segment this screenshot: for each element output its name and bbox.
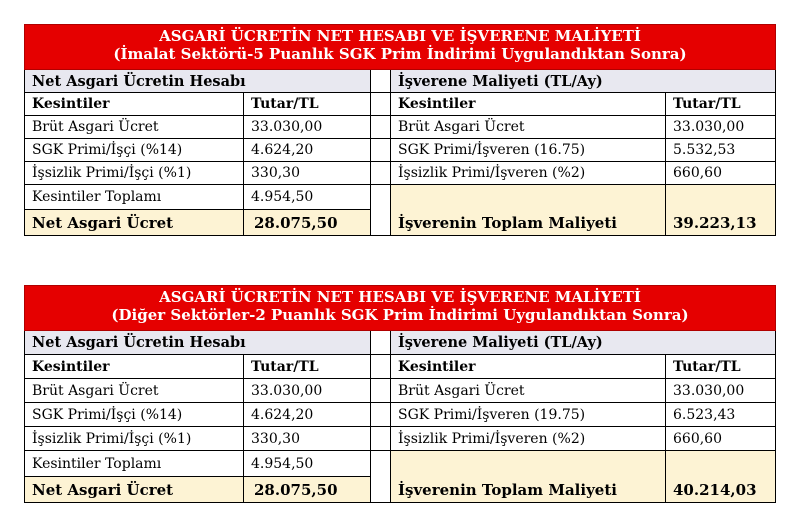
left-col-header-deductions: Kesintiler bbox=[24, 355, 244, 379]
table-row: SGK Primi/İşçi (%14) 4.624,20 SGK Primi/… bbox=[24, 403, 776, 427]
row-value: 660,60 bbox=[666, 162, 776, 185]
spacer-cell bbox=[371, 379, 391, 403]
table-subtitle: (Diğer Sektörler-2 Puanlık SGK Prim İndi… bbox=[111, 306, 689, 324]
row-label: SGK Primi/İşçi (%14) bbox=[24, 139, 244, 162]
employer-total-label: İşverenin Toplam Maliyeti bbox=[391, 451, 666, 503]
right-col-header-amount: Tutar/TL bbox=[666, 355, 776, 379]
table-row: İşsizlik Primi/İşçi (%1) 330,30 İşsizlik… bbox=[24, 162, 776, 185]
table-title: ASGARİ ÜCRETİN NET HESABI VE İŞVERENE MA… bbox=[159, 288, 641, 306]
table-row: Brüt Asgari Ücret 33.030,00 Brüt Asgari … bbox=[24, 379, 776, 403]
spacer-cell bbox=[371, 355, 391, 379]
row-label: Kesintiler Toplamı bbox=[24, 451, 244, 477]
row-label: İşsizlik Primi/İşveren (%2) bbox=[391, 427, 666, 451]
employer-cost-section-title: İşverene Maliyeti (TL/Ay) bbox=[391, 331, 776, 355]
row-label: Brüt Asgari Ücret bbox=[24, 379, 244, 403]
row-label: SGK Primi/İşveren (16.75) bbox=[391, 139, 666, 162]
row-value: 6.523,43 bbox=[666, 403, 776, 427]
wage-table-other-sectors: ASGARİ ÜCRETİN NET HESABI VE İŞVERENE MA… bbox=[24, 285, 776, 503]
table-row: Brüt Asgari Ücret 33.030,00 Brüt Asgari … bbox=[24, 116, 776, 139]
net-wage-total-value: 28.075,50 bbox=[244, 210, 371, 236]
net-wage-total-value: 28.075,50 bbox=[244, 477, 371, 503]
right-col-header-amount: Tutar/TL bbox=[666, 93, 776, 116]
wage-table-manufacturing: ASGARİ ÜCRETİN NET HESABI VE İŞVERENE MA… bbox=[24, 24, 776, 236]
row-value: 33.030,00 bbox=[244, 116, 371, 139]
row-value: 33.030,00 bbox=[666, 379, 776, 403]
row-label: İşsizlik Primi/İşçi (%1) bbox=[24, 162, 244, 185]
left-col-header-amount: Tutar/TL bbox=[244, 355, 371, 379]
row-value: 4.954,50 bbox=[244, 451, 371, 477]
employer-total-label: İşverenin Toplam Maliyeti bbox=[391, 185, 666, 236]
spacer-cell bbox=[371, 451, 391, 503]
row-value: 660,60 bbox=[666, 427, 776, 451]
right-col-header-deductions: Kesintiler bbox=[391, 355, 666, 379]
spacer-cell bbox=[371, 70, 391, 93]
employer-total-value: 39.223,13 bbox=[666, 185, 776, 236]
net-wage-total-label: Net Asgari Ücret bbox=[24, 477, 244, 503]
table-row: Kesintiler Toplamı 4.954,50 Net Asgari Ü… bbox=[24, 185, 776, 236]
spacer-cell bbox=[371, 162, 391, 185]
row-value: 5.532,53 bbox=[666, 139, 776, 162]
table-body: Net Asgari Ücretin Hesabı İşverene Maliy… bbox=[24, 70, 776, 236]
row-value: 33.030,00 bbox=[244, 379, 371, 403]
employer-cost-section-title: İşverene Maliyeti (TL/Ay) bbox=[391, 70, 776, 93]
spacer-cell bbox=[371, 427, 391, 451]
employer-total-value: 40.214,03 bbox=[666, 451, 776, 503]
row-value: 330,30 bbox=[244, 427, 371, 451]
left-col-header-amount: Tutar/TL bbox=[244, 93, 371, 116]
table-title: ASGARİ ÜCRETİN NET HESABI VE İŞVERENE MA… bbox=[159, 27, 641, 45]
spacer-cell bbox=[371, 139, 391, 162]
table-row: SGK Primi/İşçi (%14) 4.624,20 SGK Primi/… bbox=[24, 139, 776, 162]
row-value: 33.030,00 bbox=[666, 116, 776, 139]
row-value: 4.624,20 bbox=[244, 139, 371, 162]
row-label: SGK Primi/İşveren (19.75) bbox=[391, 403, 666, 427]
table-body: Net Asgari Ücretin Hesabı İşverene Maliy… bbox=[24, 331, 776, 503]
row-value: 4.954,50 bbox=[244, 185, 371, 210]
net-wage-section-title: Net Asgari Ücretin Hesabı bbox=[24, 331, 371, 355]
row-value: 4.624,20 bbox=[244, 403, 371, 427]
row-label: İşsizlik Primi/İşçi (%1) bbox=[24, 427, 244, 451]
left-col-header-deductions: Kesintiler bbox=[24, 93, 244, 116]
row-label: Kesintiler Toplamı bbox=[24, 185, 244, 210]
table-row: Kesintiler Toplamı 4.954,50 Net Asgari Ü… bbox=[24, 451, 776, 503]
row-label: Brüt Asgari Ücret bbox=[391, 116, 666, 139]
table-row: İşsizlik Primi/İşçi (%1) 330,30 İşsizlik… bbox=[24, 427, 776, 451]
net-wage-section-title: Net Asgari Ücretin Hesabı bbox=[24, 70, 371, 93]
spacer-cell bbox=[371, 93, 391, 116]
spacer-cell bbox=[371, 116, 391, 139]
row-value: 330,30 bbox=[244, 162, 371, 185]
right-col-header-deductions: Kesintiler bbox=[391, 93, 666, 116]
row-label: Brüt Asgari Ücret bbox=[391, 379, 666, 403]
row-label: Brüt Asgari Ücret bbox=[24, 116, 244, 139]
row-label: İşsizlik Primi/İşveren (%2) bbox=[391, 162, 666, 185]
net-wage-total-label: Net Asgari Ücret bbox=[24, 210, 244, 236]
spacer-cell bbox=[371, 331, 391, 355]
spacer-cell bbox=[371, 403, 391, 427]
row-label: SGK Primi/İşçi (%14) bbox=[24, 403, 244, 427]
table-header: ASGARİ ÜCRETİN NET HESABI VE İŞVERENE MA… bbox=[24, 24, 776, 70]
table-subtitle: (İmalat Sektörü-5 Puanlık SGK Prim İndir… bbox=[113, 45, 687, 63]
spacer-cell bbox=[371, 185, 391, 236]
table-header: ASGARİ ÜCRETİN NET HESABI VE İŞVERENE MA… bbox=[24, 285, 776, 331]
